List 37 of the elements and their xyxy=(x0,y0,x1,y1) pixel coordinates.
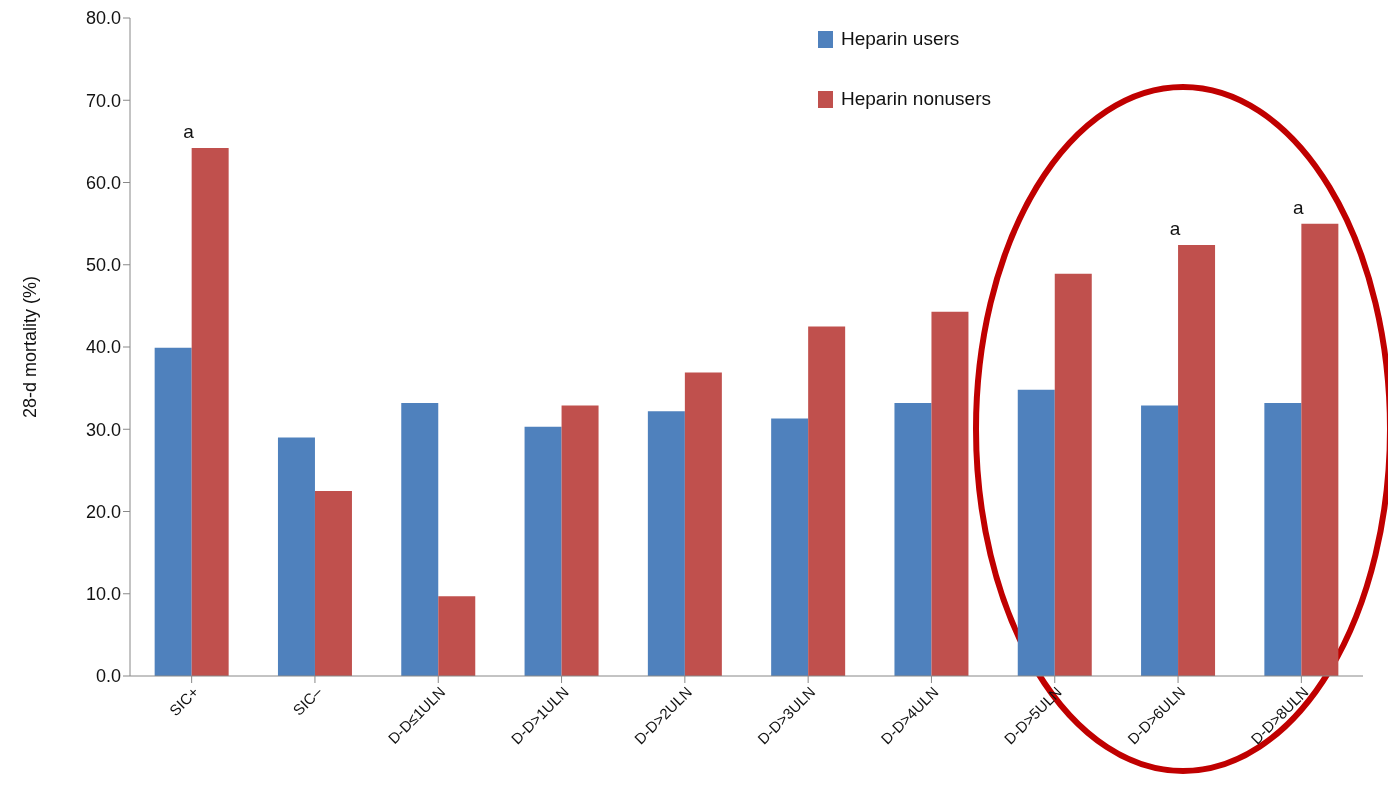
x-tick-label: SIC+ xyxy=(165,682,202,719)
bar xyxy=(438,596,476,676)
bar xyxy=(561,405,599,676)
legend-label: Heparin users xyxy=(841,28,960,50)
annotation: a xyxy=(1293,196,1305,218)
y-tick-label: 50.0 xyxy=(85,255,121,276)
bar xyxy=(277,437,315,676)
bar xyxy=(1017,389,1055,676)
bar xyxy=(314,490,352,676)
y-tick-label: 60.0 xyxy=(85,172,121,193)
bar xyxy=(524,426,562,676)
bar xyxy=(1141,405,1179,676)
annotation: a xyxy=(1169,218,1181,240)
y-tick-label: 10.0 xyxy=(85,584,121,605)
bar xyxy=(771,418,809,676)
y-tick-label: 70.0 xyxy=(85,90,121,111)
bar xyxy=(154,347,192,676)
bar xyxy=(1301,223,1339,676)
y-tick-label: 40.0 xyxy=(85,337,121,358)
bar xyxy=(1054,273,1092,676)
bar xyxy=(191,147,229,676)
bar xyxy=(931,311,969,676)
bar xyxy=(684,372,722,676)
bar xyxy=(647,411,685,676)
y-tick-label: 30.0 xyxy=(85,419,121,440)
bar xyxy=(1264,402,1302,676)
bar xyxy=(1178,245,1216,676)
legend-label: Heparin nonusers xyxy=(841,88,991,110)
y-axis-title: 28-d mortality (%) xyxy=(20,275,41,419)
y-tick-label: 20.0 xyxy=(85,501,121,522)
bar xyxy=(894,402,932,676)
annotation: a xyxy=(183,120,195,142)
y-tick-label: 80.0 xyxy=(85,8,121,29)
y-tick-label: 0.0 xyxy=(95,666,121,687)
bar xyxy=(808,326,846,676)
x-tick-label: SIC– xyxy=(289,682,326,719)
bar xyxy=(401,402,439,676)
